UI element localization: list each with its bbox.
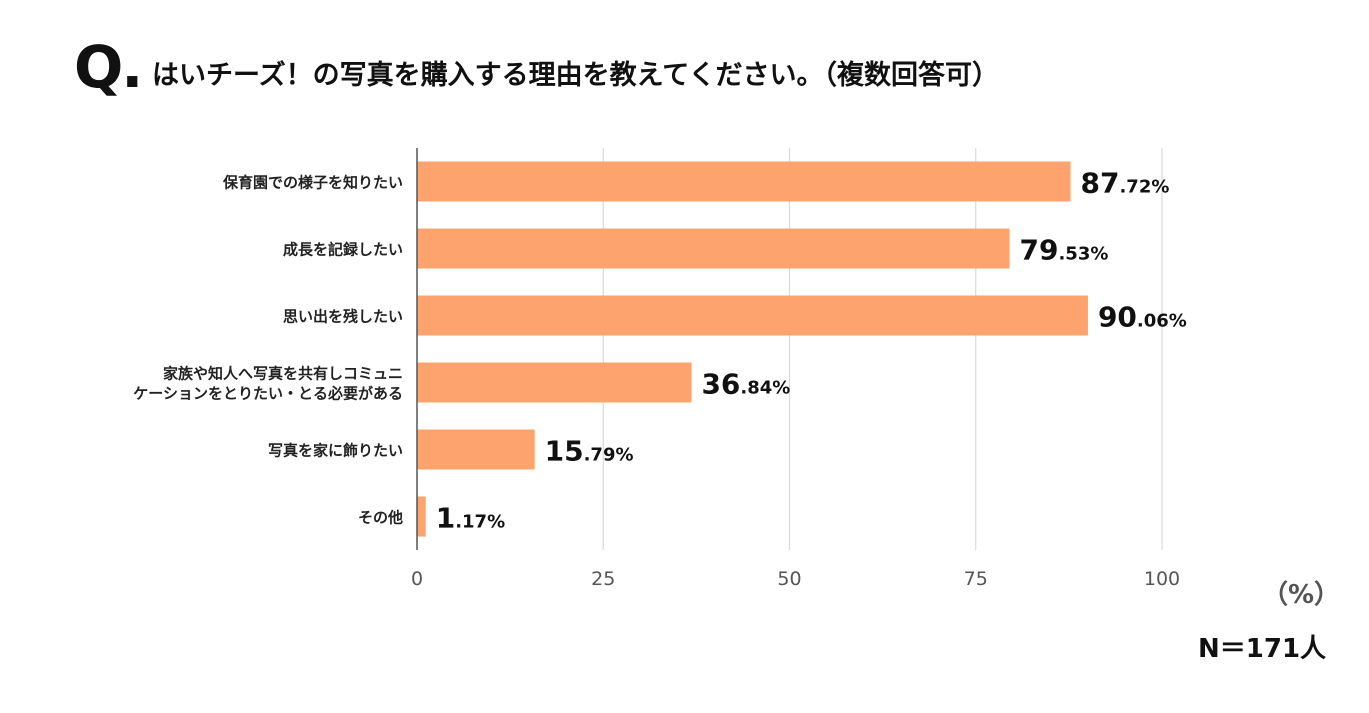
category-label: 写真を家に飾りたい	[268, 442, 403, 460]
x-tick-label: 25	[591, 568, 615, 590]
x-tick-label: 75	[964, 568, 988, 590]
bar	[417, 228, 1010, 269]
value-label: 79.53%	[1019, 234, 1108, 267]
value-label: 36.84%	[701, 368, 790, 401]
category-label: 保育園での様子を知りたい	[222, 174, 403, 192]
value-label: 15.79%	[545, 435, 634, 468]
category-label: 成長を記録したい	[283, 241, 403, 259]
bar	[417, 429, 535, 470]
question-title: はいチーズ！の写真を購入する理由を教えてください。（複数回答可）	[152, 60, 999, 91]
category-label: その他	[358, 509, 403, 527]
value-label: 1.17%	[436, 502, 505, 535]
bar	[417, 362, 692, 403]
bar	[417, 496, 426, 537]
bar	[417, 295, 1088, 336]
x-tick-label: 0	[411, 568, 423, 590]
bar	[417, 161, 1071, 202]
category-label: 家族や知人へ写真を共有しコミュニ	[163, 365, 403, 383]
question-mark: Q.	[74, 33, 143, 101]
sample-size-label: N＝171人	[1198, 634, 1327, 664]
axis-unit-label: （%）	[1262, 580, 1341, 610]
value-label: 87.72%	[1081, 167, 1170, 200]
x-tick-label: 50	[777, 568, 801, 590]
category-label: 思い出を残したい	[283, 308, 403, 326]
category-label: ケーションをとりたい・とる必要がある	[133, 385, 403, 403]
value-label: 90.06%	[1098, 301, 1187, 334]
x-tick-label: 100	[1144, 568, 1180, 590]
